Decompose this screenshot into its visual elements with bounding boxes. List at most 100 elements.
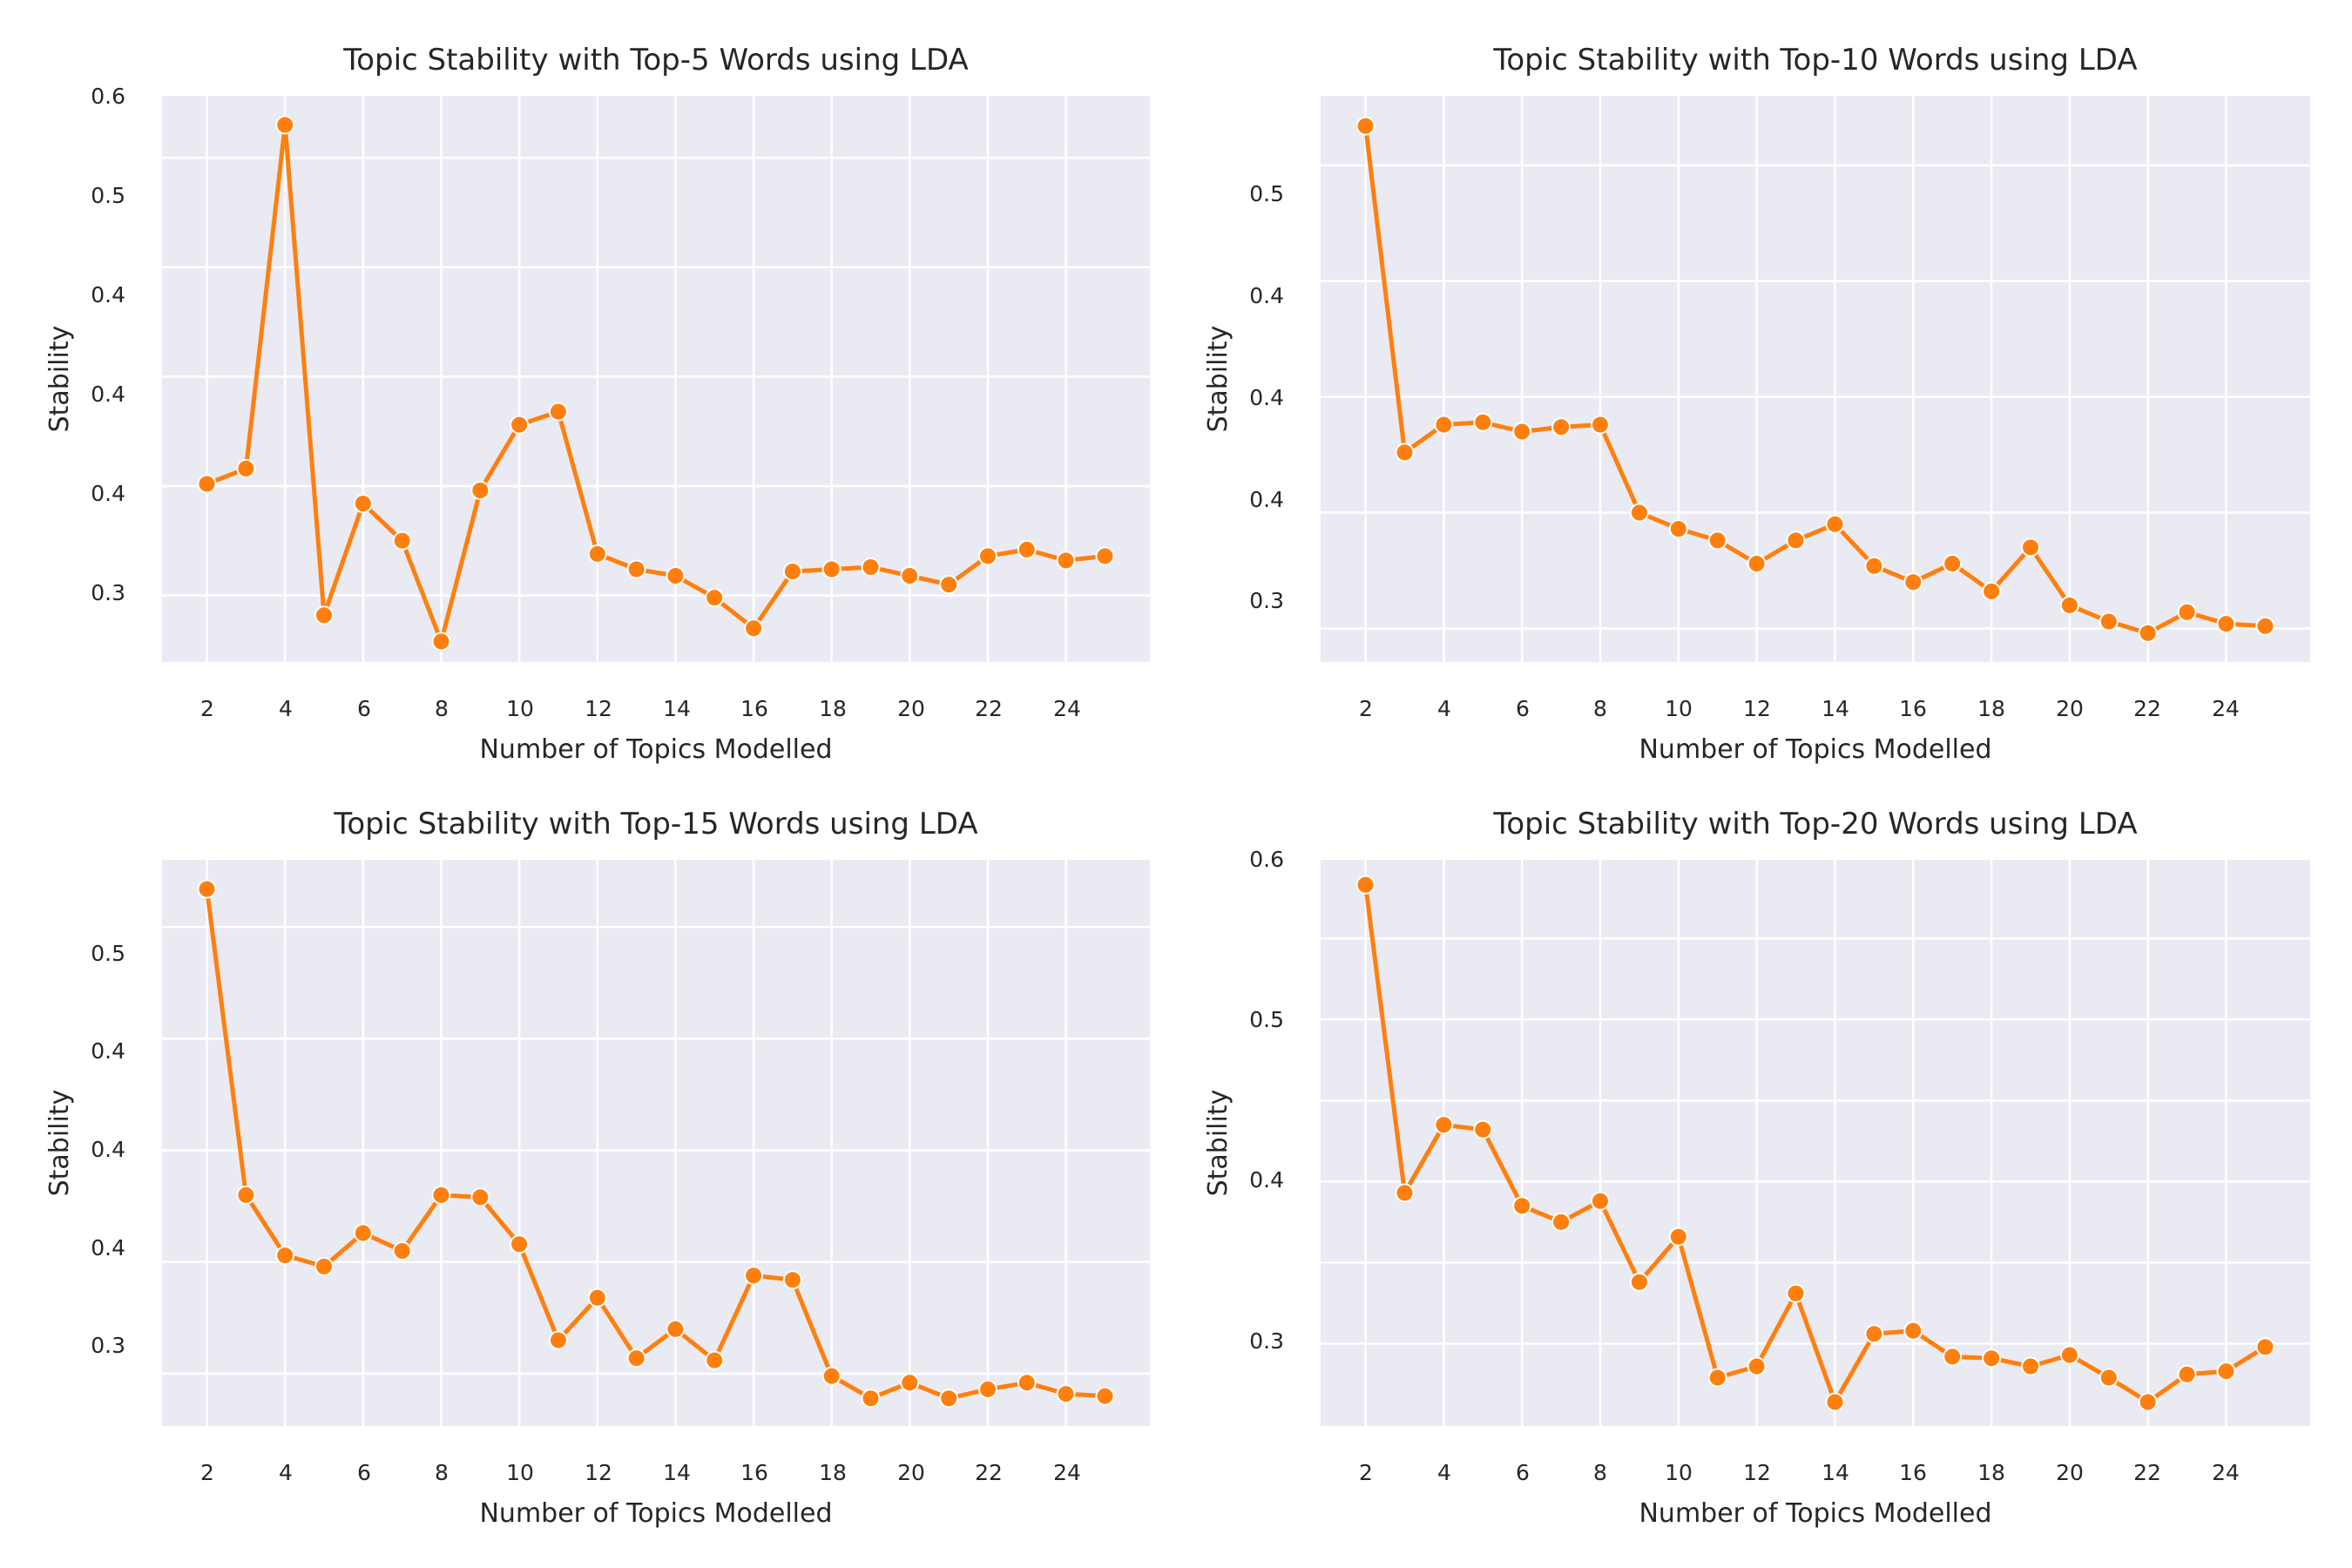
data-point xyxy=(1434,415,1454,435)
data-point xyxy=(1355,875,1375,895)
y-tick-label: 0.4 xyxy=(91,282,125,308)
panel-top-20-y-axis-label: Stability xyxy=(1203,1090,1233,1197)
data-point xyxy=(1434,1115,1454,1135)
panel-top-5-y-ticks: 0.3 0.4 0.4 0.4 0.5 0.6 xyxy=(91,84,125,605)
data-point xyxy=(782,562,802,581)
data-point xyxy=(2177,1364,2197,1384)
x-tick-label: 12 xyxy=(585,1460,612,1485)
data-point xyxy=(1864,1324,1884,1344)
panel-top-5-title: Topic Stability with Top-5 Words using L… xyxy=(342,43,969,78)
data-point xyxy=(939,1389,959,1409)
data-point xyxy=(1355,116,1375,136)
data-point xyxy=(1864,556,1884,576)
data-point xyxy=(1668,1227,1688,1247)
data-point xyxy=(2138,1392,2158,1412)
data-point xyxy=(821,559,841,579)
x-tick-label: 2 xyxy=(1359,696,1373,721)
data-point xyxy=(587,1288,607,1308)
data-point xyxy=(1707,531,1727,551)
data-point xyxy=(470,481,490,500)
data-point xyxy=(2138,623,2158,643)
x-tick-label: 8 xyxy=(1593,696,1607,721)
data-point xyxy=(1629,1272,1649,1292)
panel-top-15-y-ticks: 0.3 0.4 0.4 0.4 0.5 xyxy=(91,941,125,1358)
panel-top-15-title: Topic Stability with Top-15 Words using … xyxy=(333,807,977,841)
data-point xyxy=(2255,616,2275,636)
data-point xyxy=(1512,1196,1532,1216)
x-tick-label: 20 xyxy=(2056,1460,2084,1485)
data-point xyxy=(1017,1373,1037,1393)
y-tick-label: 0.5 xyxy=(91,183,125,208)
y-tick-label: 0.3 xyxy=(91,580,125,605)
y-tick-label: 0.5 xyxy=(91,941,125,966)
y-tick-label: 0.4 xyxy=(91,1235,125,1260)
panel-top-10-y-ticks: 0.3 0.4 0.4 0.4 0.5 xyxy=(1249,181,1284,613)
data-point xyxy=(861,1389,881,1409)
data-point xyxy=(744,1266,764,1286)
data-point xyxy=(1551,1212,1571,1232)
x-tick-label: 20 xyxy=(897,696,925,721)
data-point xyxy=(236,458,256,478)
x-tick-label: 16 xyxy=(1899,696,1927,721)
panel-top-20-y-ticks: 0.3 0.4 0.5 0.6 xyxy=(1249,847,1284,1354)
x-tick-label: 4 xyxy=(1437,1460,1451,1485)
data-point xyxy=(1591,1191,1610,1211)
x-tick-label: 22 xyxy=(2133,1460,2161,1485)
data-point xyxy=(2099,1368,2119,1388)
data-point xyxy=(1017,539,1037,559)
data-point xyxy=(1551,417,1571,437)
x-tick-label: 24 xyxy=(1053,1460,1081,1485)
data-point xyxy=(275,115,295,135)
x-tick-label: 12 xyxy=(1743,696,1771,721)
y-tick-label: 0.5 xyxy=(1249,1007,1284,1032)
data-point xyxy=(1943,1347,1963,1367)
data-point xyxy=(1786,1283,1806,1303)
data-point xyxy=(1903,572,1923,592)
data-point xyxy=(548,1330,568,1350)
x-tick-label: 14 xyxy=(663,696,691,721)
y-tick-label: 0.6 xyxy=(91,84,125,109)
panel-top-15-series xyxy=(197,879,1115,1409)
data-point xyxy=(431,632,451,652)
panel-top-5-y-axis-label: Stability xyxy=(44,326,75,433)
y-tick-label: 0.4 xyxy=(91,481,125,506)
x-tick-label: 22 xyxy=(975,696,1003,721)
y-tick-label: 0.4 xyxy=(91,1137,125,1162)
panel-top-5-x-axis-label: Number of Topics Modelled xyxy=(479,734,832,765)
data-point xyxy=(353,494,373,514)
panel-top-20-x-ticks: 2 4 6 8 10 12 14 16 18 20 22 24 xyxy=(1359,1460,2240,1485)
x-tick-label: 2 xyxy=(200,696,214,721)
data-point xyxy=(666,1319,686,1339)
data-point xyxy=(1825,1392,1845,1412)
data-point xyxy=(1903,1321,1923,1341)
y-tick-label: 0.5 xyxy=(1249,181,1284,206)
data-point xyxy=(1629,503,1649,523)
data-point xyxy=(236,1185,256,1205)
data-point xyxy=(900,1373,920,1393)
data-point xyxy=(1786,531,1806,551)
data-point xyxy=(626,1348,646,1369)
data-point xyxy=(2021,1356,2040,1376)
data-point xyxy=(1707,1368,1727,1388)
x-tick-label: 20 xyxy=(2056,696,2084,721)
data-point xyxy=(705,588,725,608)
x-tick-label: 4 xyxy=(279,1460,293,1485)
data-point xyxy=(197,879,217,899)
panel-top-10-title: Topic Stability with Top-10 Words using … xyxy=(1492,43,2137,78)
panel-top-15: Topic Stability with Top-15 Words using … xyxy=(44,807,1150,1529)
y-tick-label: 0.3 xyxy=(1249,1328,1284,1354)
data-point xyxy=(2059,1345,2079,1365)
panel-top-10-x-ticks: 2 4 6 8 10 12 14 16 18 20 22 24 xyxy=(1359,696,2240,721)
data-point xyxy=(1056,551,1076,571)
x-tick-label: 20 xyxy=(897,1460,925,1485)
panel-top-20-plot-area xyxy=(1321,860,2310,1426)
data-point xyxy=(1473,1119,1493,1139)
x-tick-label: 16 xyxy=(1899,1460,1927,1485)
data-point xyxy=(821,1366,841,1386)
x-tick-label: 10 xyxy=(1665,696,1693,721)
x-tick-label: 18 xyxy=(819,1460,847,1485)
x-tick-label: 10 xyxy=(506,1460,534,1485)
data-point xyxy=(626,559,646,579)
data-point xyxy=(1825,514,1845,534)
